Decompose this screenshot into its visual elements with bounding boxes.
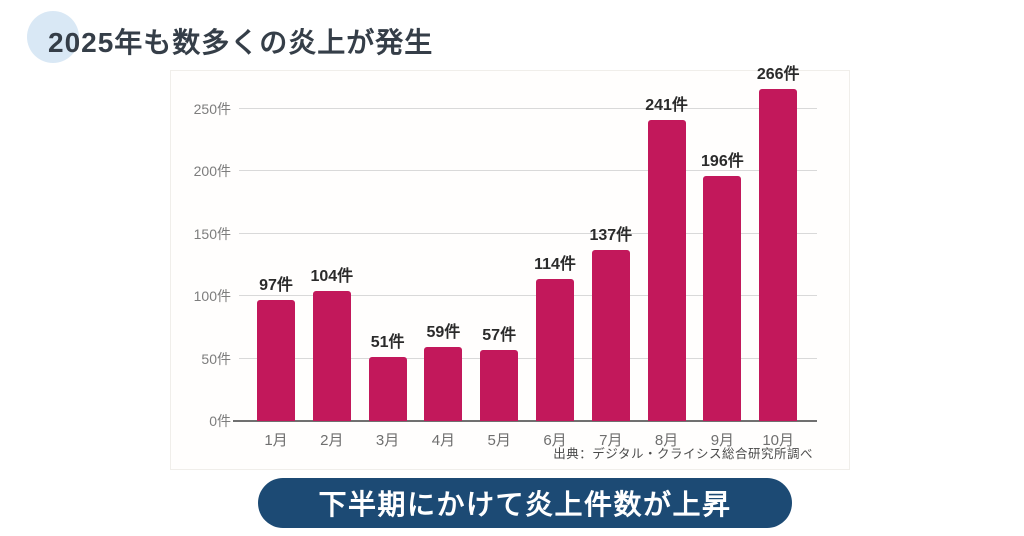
conclusion-banner: 下半期にかけて炎上件数が上昇 (258, 478, 792, 528)
x-axis-tick-label: 10月 (762, 432, 795, 449)
bar-value-label: 51件 (370, 334, 405, 352)
y-axis-tick-label: 100件 (193, 288, 231, 304)
bar-7月 (591, 249, 630, 421)
x-axis-tick-label: 8月 (654, 432, 679, 449)
chart-source-caption: 出典：デジタル・クライシス総合研究所調べ (553, 447, 813, 461)
x-axis-tick-label: 7月 (599, 432, 623, 449)
bar-3月 (368, 357, 407, 421)
bar-value-label: 57件 (482, 326, 517, 344)
bar-9月 (703, 176, 742, 421)
y-gridline (239, 232, 817, 234)
bar-value-label: 59件 (426, 324, 461, 342)
bar-5月 (480, 349, 519, 421)
y-axis-tick-label: 200件 (193, 163, 231, 179)
y-axis-tick-label: 50件 (201, 350, 231, 367)
bar-value-label: 104件 (310, 268, 354, 285)
bar-value-label: 266件 (756, 65, 800, 83)
y-axis-tick-label: 150件 (193, 225, 231, 242)
bar-6月 (536, 278, 574, 421)
page-title: 2025年も数多くの炎上が発生 (48, 27, 434, 58)
y-axis-tick-label: 250件 (193, 100, 231, 117)
y-gridline (239, 295, 817, 296)
x-axis-tick-label: 2月 (320, 432, 344, 449)
bar-value-label: 114件 (534, 255, 576, 273)
conclusion-banner-text: 下半期にかけて炎上件数が上昇 (318, 489, 732, 520)
x-axis-tick-label: 4月 (431, 432, 456, 449)
y-gridline (239, 170, 817, 171)
bar-4月 (424, 347, 463, 421)
y-gridline (239, 107, 817, 109)
bar-value-label: 97件 (259, 276, 293, 294)
bar-value-label: 137件 (589, 226, 633, 244)
y-gridline (239, 357, 817, 359)
bar-1月 (257, 299, 295, 421)
x-axis-tick-label: 5月 (487, 432, 511, 449)
x-axis-line (233, 420, 817, 422)
x-axis-tick-label: 6月 (543, 432, 567, 449)
title-accent-circle (27, 11, 79, 63)
bar-value-label: 241件 (645, 96, 688, 114)
bar-8月 (647, 119, 686, 421)
flame-incidents-bar-chart: 0件 50件 100件 150件 200件 250件 97件 1月 104件 2月 51件 3月 59件… (170, 66, 850, 470)
x-axis-tick-label: 1月 (264, 432, 288, 449)
bar-10月 (759, 88, 798, 421)
y-axis-tick-label: 0件 (209, 413, 231, 429)
x-axis-tick-label: 3月 (375, 432, 400, 449)
bar-2月 (312, 291, 351, 421)
bar-value-label: 196件 (701, 153, 744, 170)
chart-plot-area: 0件 50件 100件 150件 200件 250件 97件 1月 104件 2月 51件 3月 59件… (194, 66, 817, 449)
x-axis-tick-label: 9月 (710, 432, 735, 449)
